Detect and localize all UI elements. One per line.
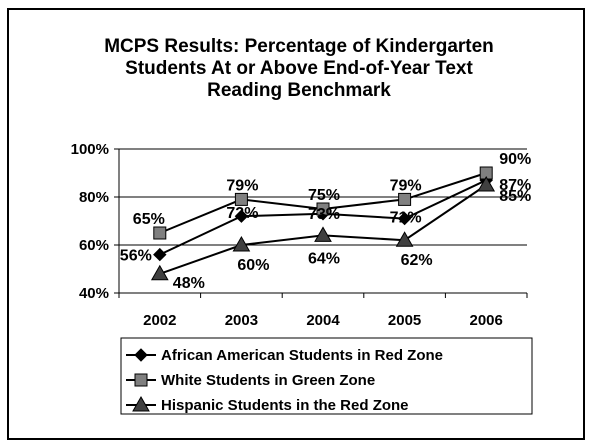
legend: African American Students in Red Zone Whi…	[120, 337, 533, 415]
legend-label: White Students in Green Zone	[161, 372, 375, 389]
chart-title-line: Students At or Above End-of-Year Text	[125, 58, 473, 79]
y-tick-label: 80%	[79, 189, 109, 206]
legend-box	[120, 337, 533, 415]
data-label: 79%	[226, 177, 258, 194]
point-diamond	[397, 211, 412, 226]
data-label: 48%	[173, 275, 205, 292]
x-tick-label: 2003	[225, 312, 258, 329]
data-label: 87%	[499, 177, 531, 194]
x-tick-label: 2004	[306, 312, 340, 329]
data-label: 62%	[401, 252, 433, 269]
data-labels: 56% 72% 73% 71% 87% 65% 79% 75% 79% 90% 48% 60% 64% 6…	[120, 151, 531, 292]
legend-label: Hispanic Students in the Red Zone	[161, 397, 409, 414]
point-triangle	[477, 175, 496, 192]
data-label: 65%	[133, 211, 165, 228]
data-label: 79%	[390, 177, 422, 194]
point-square	[234, 192, 248, 206]
data-label: 72%	[226, 205, 258, 222]
chart-title: MCPS Results: Percentage of Kindergarten…	[104, 36, 494, 101]
point-square	[153, 226, 167, 240]
x-tick-label: 2002	[143, 312, 176, 329]
legend-item-african-american-students-in-red-zone: African American Students in Red Zone	[126, 347, 443, 364]
data-label: 75%	[308, 187, 340, 204]
data-label: 85%	[499, 188, 531, 205]
x-tick-label: 2006	[470, 312, 503, 329]
data-label: 60%	[237, 257, 269, 274]
series-white-students-in-green-zone	[153, 166, 493, 240]
series	[150, 166, 496, 281]
legend-item-hispanic-students-in-the-red-zone: Hispanic Students in the Red Zone	[126, 395, 409, 414]
legend-item-white-students-in-green-zone: White Students in Green Zone	[126, 372, 375, 389]
data-label: 64%	[308, 250, 340, 267]
x-tick-label: 2005	[388, 312, 421, 329]
gridlines	[119, 148, 527, 246]
chart-title-line: Reading Benchmark	[207, 80, 391, 101]
data-label: 73%	[308, 206, 340, 223]
data-label: 56%	[120, 248, 152, 265]
chart-frame: MCPS Results: Percentage of Kindergarten…	[7, 8, 585, 440]
point-square	[316, 202, 330, 216]
y-tick-labels: 40% 60% 80% 100%	[71, 141, 119, 302]
point-triangle	[150, 264, 169, 281]
point-diamond	[234, 209, 249, 223]
point-triangle	[314, 226, 332, 242]
point-diamond	[153, 247, 167, 262]
legend-label: African American Students in Red Zone	[161, 347, 443, 364]
chart-title-line: MCPS Results: Percentage of Kindergarten	[104, 36, 494, 57]
y-tick-label: 60%	[79, 237, 109, 254]
series-hispanic-students-in-the-red-zone	[150, 175, 496, 281]
point-triangle	[232, 235, 251, 252]
legend-marker-triangle	[132, 395, 150, 412]
axes	[118, 149, 527, 294]
chart-svg: MCPS Results: Percentage of Kindergarten…	[71, 36, 533, 415]
y-tick-label: 40%	[79, 285, 109, 302]
x-tick-labels: 2002 2003 2004 2005 2006	[118, 293, 528, 329]
data-label: 71%	[390, 210, 422, 227]
y-tick-label: 100%	[71, 141, 109, 158]
data-label: 90%	[499, 151, 531, 168]
legend-marker-square	[134, 373, 148, 387]
point-triangle	[395, 231, 414, 247]
legend-marker-diamond	[134, 348, 148, 362]
point-square	[398, 192, 412, 206]
